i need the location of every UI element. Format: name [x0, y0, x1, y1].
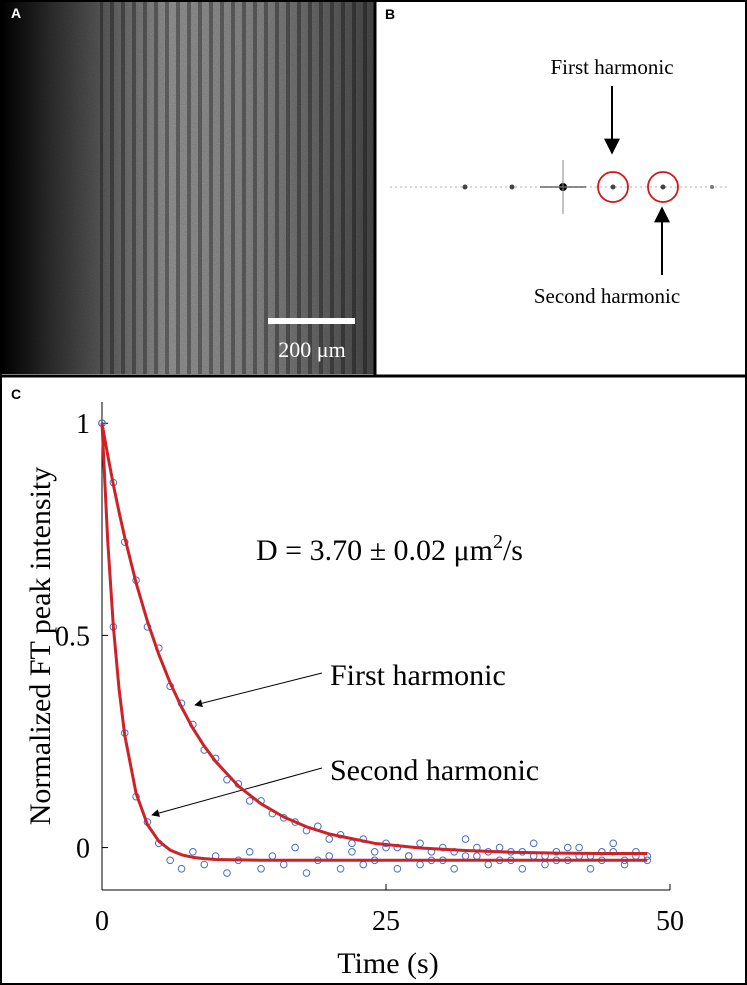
data-point — [393, 864, 402, 873]
ft-peak — [660, 184, 666, 190]
x-tick-label: 0 — [95, 906, 109, 937]
y-tick-label: 0.5 — [55, 621, 90, 652]
data-point — [563, 843, 572, 852]
x-tick-label: 50 — [656, 906, 684, 937]
annotation-suffix: /s — [503, 534, 523, 567]
panel-b: First harmonic Second harmonic B — [385, 6, 730, 308]
data-point — [632, 848, 640, 856]
data-point — [336, 864, 345, 873]
y-tick-label: 1 — [76, 409, 90, 440]
data-point — [609, 839, 618, 848]
data-point — [189, 848, 197, 856]
data-point — [609, 848, 618, 856]
annotation: D = 3.70 ± 0.02 μm2/s — [256, 531, 523, 567]
data-point — [529, 839, 538, 848]
peak-label: First harmonic — [550, 55, 673, 79]
data-point — [586, 864, 595, 873]
panel-a: 200 μm A — [2, 2, 374, 374]
panel-label: B — [385, 6, 395, 22]
y-axis-label: Normalized FT peak intensity — [24, 467, 57, 826]
data-point — [450, 864, 458, 873]
series-label: First harmonic — [330, 659, 506, 692]
data-point — [223, 775, 231, 784]
data-point — [461, 835, 470, 843]
scale-bar — [268, 318, 355, 324]
ft-peak — [462, 184, 468, 190]
data-point — [439, 843, 447, 852]
ft-peak — [610, 184, 616, 190]
scale-bar-label: 200 μm — [278, 337, 345, 362]
x-axis-label: Time (s) — [337, 947, 438, 980]
panel-label: C — [11, 386, 21, 402]
data-point — [518, 864, 527, 873]
data-point — [291, 843, 299, 852]
arrow — [194, 672, 323, 708]
data-point — [223, 869, 231, 877]
arrow — [151, 767, 323, 817]
fit-line — [100, 422, 648, 856]
peak-label: Second harmonic — [534, 284, 680, 308]
data-point — [200, 860, 209, 869]
data-point — [575, 843, 583, 852]
data-point — [348, 848, 356, 856]
data-point — [177, 864, 186, 873]
peak-circle — [597, 171, 629, 203]
panel-c: C D = 3.70 ± 0.02 μm2/s First harmonic S… — [11, 386, 684, 980]
data-point — [257, 864, 265, 873]
data-point — [245, 797, 254, 805]
panel-label: A — [11, 5, 21, 21]
data-point — [166, 856, 174, 865]
x-tick-label: 25 — [372, 906, 400, 937]
annotation-text: D = 3.70 ± 0.02 μm — [256, 534, 493, 567]
data-point — [325, 835, 334, 843]
y-tick-label: 0 — [76, 834, 90, 865]
annotation-sup: 2 — [493, 531, 503, 553]
ft-peak — [710, 185, 714, 189]
series-label: Second harmonic — [330, 754, 539, 787]
noise — [2, 2, 374, 374]
data-point — [302, 869, 311, 877]
ft-peak — [509, 184, 515, 190]
data-point — [370, 848, 379, 856]
data-point — [598, 848, 606, 856]
data-point — [245, 848, 254, 856]
peak-circle — [647, 171, 679, 203]
fit-line — [100, 423, 648, 862]
